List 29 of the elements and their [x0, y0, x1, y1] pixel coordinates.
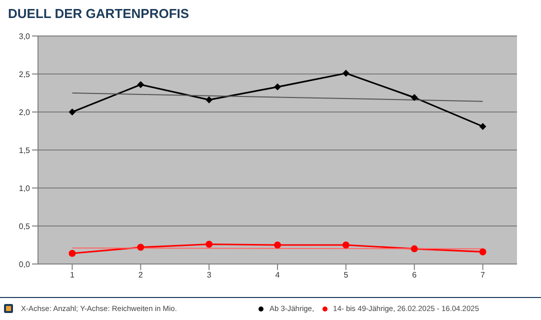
x-tick-label: 4	[275, 270, 280, 280]
point	[479, 248, 486, 256]
point	[274, 83, 281, 90]
point	[479, 122, 486, 130]
x-tick-label: 2	[138, 270, 144, 280]
point	[342, 70, 350, 77]
y-tick-label: 2,5	[18, 70, 31, 79]
point	[206, 96, 213, 104]
point	[68, 250, 76, 257]
x-tick-label: 5	[344, 270, 349, 280]
point	[137, 81, 144, 88]
y-tick-label: 0,5	[18, 222, 31, 231]
y-tick-label: 0,0	[18, 260, 31, 269]
point	[137, 244, 144, 251]
point	[206, 240, 213, 248]
chart-title: DUELL DER GARTENPROFIS	[8, 6, 190, 21]
x-tick-label: 1	[70, 270, 75, 280]
x-tick-label: 3	[206, 270, 212, 280]
x-tick-label: 6	[412, 270, 418, 280]
point	[274, 242, 281, 248]
y-tick-label: 2,0	[18, 108, 31, 117]
point	[410, 245, 418, 252]
y-tick-label: 3,0	[18, 32, 31, 41]
y-tick-label: 1,0	[18, 184, 31, 193]
x-tick-label: 7	[480, 270, 486, 280]
y-tick-label: 1,5	[18, 146, 31, 155]
point	[410, 94, 418, 102]
point	[68, 108, 76, 116]
point	[342, 242, 350, 248]
